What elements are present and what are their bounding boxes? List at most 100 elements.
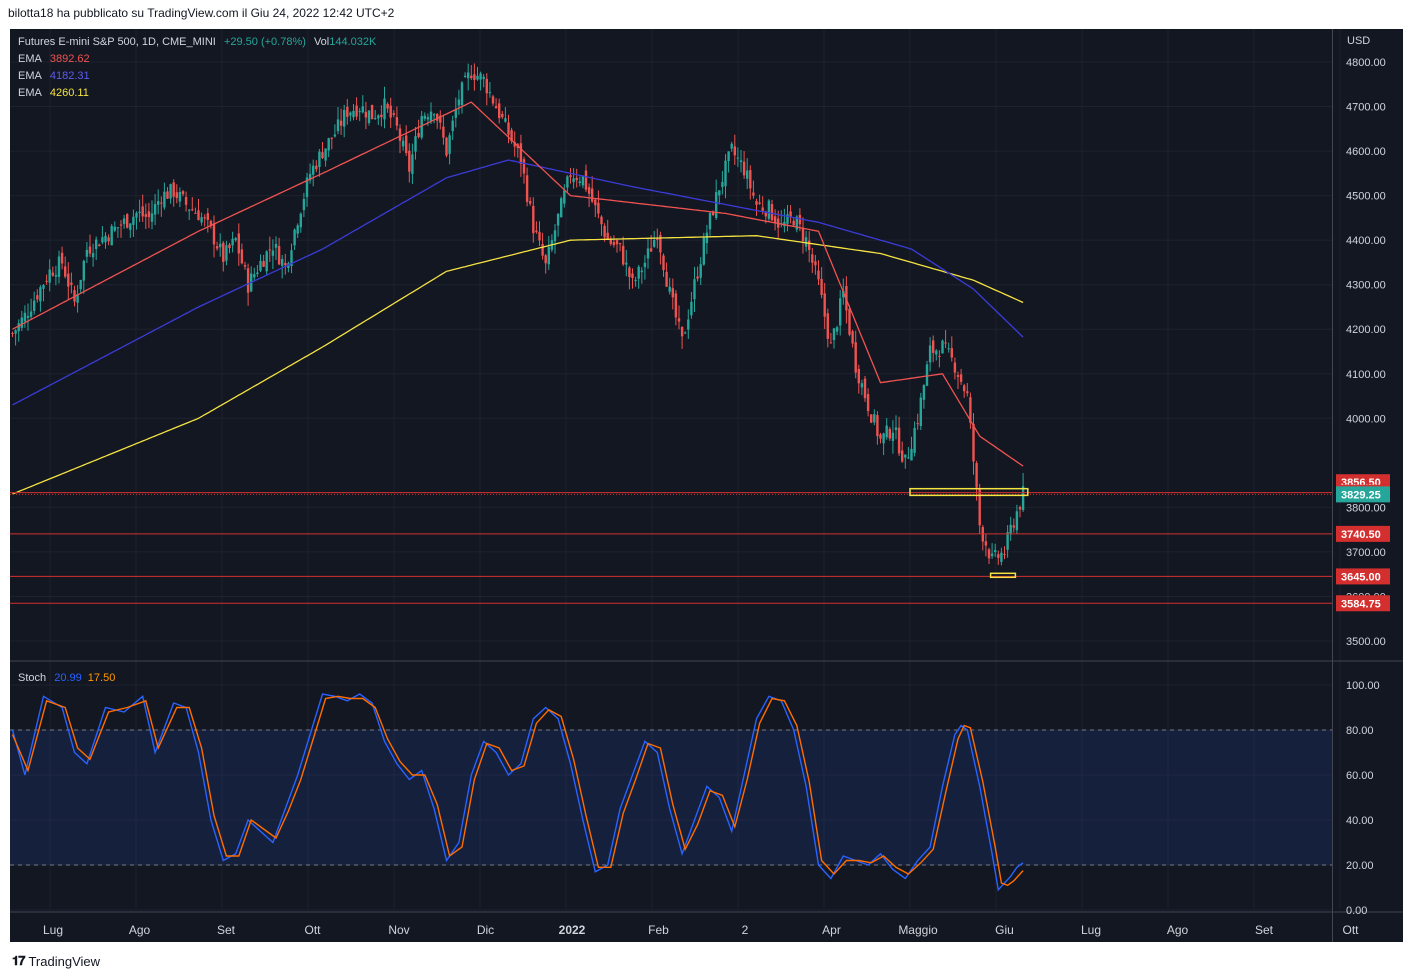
candle-body <box>327 138 330 151</box>
last-price-badge: 3829.25 <box>1341 489 1381 501</box>
candle-body <box>417 132 420 137</box>
candle-body <box>374 118 377 120</box>
candle-body <box>997 554 1000 558</box>
candle-body <box>339 120 343 126</box>
candle-body <box>966 391 969 394</box>
ema-label: EMA <box>18 87 42 99</box>
candle-body <box>990 553 994 557</box>
candle-body <box>677 318 681 322</box>
candle-body <box>98 244 101 247</box>
candle-body <box>739 160 743 163</box>
candle-body <box>749 170 752 189</box>
candle-body <box>411 154 414 174</box>
candle-body <box>941 340 944 354</box>
candle-body <box>197 210 200 221</box>
price-tick-label: 4100.00 <box>1346 369 1386 381</box>
candle-body <box>891 432 895 441</box>
chart-frame[interactable]: USD3500.003600.003700.003800.004000.0041… <box>10 29 1403 942</box>
time-tick-label: Nov <box>388 923 409 937</box>
candle-body <box>901 450 904 462</box>
candle-body <box>811 254 814 263</box>
candle-body <box>473 74 476 80</box>
candle-body <box>79 279 82 290</box>
time-tick-label: Giu <box>995 923 1014 937</box>
candle-body <box>150 213 154 222</box>
symbol-legend[interactable]: Futures E-mini S&P 500, 1D, CME_MINI +29… <box>18 36 381 48</box>
candle-body <box>702 237 705 265</box>
candle-body <box>553 230 557 242</box>
candle-body <box>947 348 950 350</box>
ema-value: 3892.62 <box>49 53 90 65</box>
candle-body <box>209 220 213 226</box>
ema-label: EMA <box>18 70 42 82</box>
candle-body <box>832 328 836 341</box>
candle-body <box>420 115 423 138</box>
candle-body <box>581 175 585 186</box>
ema-legend-2[interactable]: EMA 4182.31 <box>18 70 95 82</box>
candle-body <box>206 213 209 220</box>
candle-body <box>315 165 318 170</box>
candle-body <box>715 192 718 218</box>
stoch-legend[interactable]: Stoch 20.99 17.50 <box>18 672 120 684</box>
ema-legend-1[interactable]: EMA 3892.62 <box>18 53 95 65</box>
candle-body <box>395 117 399 126</box>
symbol-title[interactable]: Futures E-mini S&P 500, 1D, CME_MINI <box>18 36 216 48</box>
candle-body <box>758 202 761 204</box>
candle-body <box>680 326 684 337</box>
chart-canvas[interactable]: USD3500.003600.003700.003800.004000.0041… <box>10 29 1403 942</box>
candle-body <box>262 261 265 267</box>
candle-body <box>194 212 197 214</box>
candle-body <box>668 286 671 292</box>
time-tick-label: Apr <box>822 923 841 937</box>
candle-body <box>907 457 910 459</box>
time-tick-label: Lug <box>43 923 63 937</box>
candle-body <box>761 207 764 211</box>
candle-body <box>330 137 333 139</box>
ema-value: 4260.11 <box>49 87 89 99</box>
candle-body <box>879 434 882 439</box>
candle-body <box>45 280 48 282</box>
candle-body <box>876 415 879 437</box>
candle-body <box>693 279 696 300</box>
candle-body <box>1003 553 1006 555</box>
candle-body <box>467 72 470 79</box>
candle-body <box>160 202 163 204</box>
candle-body <box>479 73 482 80</box>
candle-body <box>925 364 929 386</box>
candle-body <box>711 211 715 216</box>
candle-body <box>246 268 250 293</box>
candle-body <box>529 201 532 204</box>
candle-body <box>584 170 588 190</box>
candle-body <box>463 75 467 78</box>
candle-body <box>26 316 30 318</box>
candle-body <box>1000 552 1003 562</box>
ema-long-line <box>12 235 1024 495</box>
candle-body <box>615 240 619 245</box>
candle-body <box>746 170 749 179</box>
tradingview-footer[interactable]: 𝟏𝟕 TradingView <box>12 953 100 969</box>
candle-body <box>54 274 58 277</box>
ema-legend-3[interactable]: EMA 4260.11 <box>18 87 94 99</box>
price-tick-label: 4700.00 <box>1346 102 1386 114</box>
candle-body <box>184 196 188 205</box>
stoch-k-line <box>11 693 1024 892</box>
candle-body <box>352 110 355 118</box>
candle-body <box>225 245 228 261</box>
candle-body <box>653 239 656 247</box>
candle-body <box>882 433 885 444</box>
candle-body <box>343 110 346 127</box>
price-tick-label: 4200.00 <box>1346 324 1386 336</box>
candle-body <box>851 331 854 344</box>
candle-body <box>863 378 867 399</box>
time-tick-label: Ott <box>1342 923 1359 937</box>
stoch-tick-label: 20.00 <box>1346 860 1374 872</box>
candle-body <box>383 98 386 120</box>
candle-body <box>687 319 690 330</box>
volume-label: Vol <box>313 36 330 48</box>
time-tick-label: Set <box>217 923 236 937</box>
price-tick-label: 4000.00 <box>1346 413 1386 425</box>
candle-body <box>67 273 70 287</box>
candle-body <box>522 159 526 174</box>
candle-body <box>370 104 374 120</box>
candle-body <box>36 295 39 300</box>
